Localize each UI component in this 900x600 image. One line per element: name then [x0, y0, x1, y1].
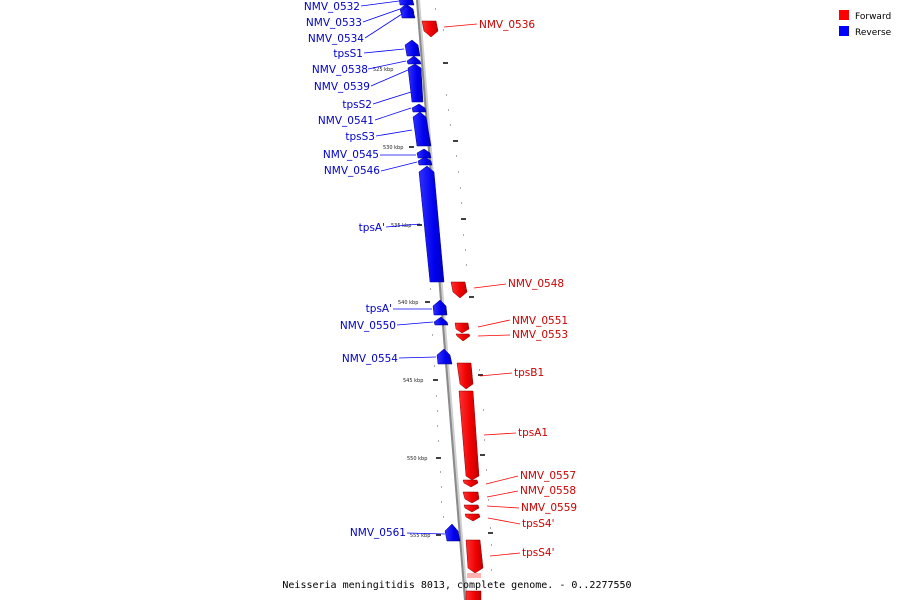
- reverse-labels: NMV_0532 NMV_0533 NMV_0534 tpsS1 NMV_053…: [304, 1, 406, 539]
- tick-label-545: 545 kbp: [403, 378, 423, 384]
- gene-label-nmv-0536[interactable]: NMV_0536: [479, 19, 535, 31]
- gene-nmv-0532-feature[interactable]: [399, 0, 415, 6]
- gene-label-nmv-0532[interactable]: NMV_0532: [304, 1, 360, 13]
- reverse-strand-genes: [399, 0, 461, 542]
- gene-label-nmv-0557[interactable]: NMV_0557: [520, 470, 576, 482]
- gene-label-tpss3[interactable]: tpsS3: [345, 131, 375, 143]
- legend-reverse-swatch: [839, 26, 849, 36]
- gene-nmv-0546-feature[interactable]: [417, 156, 433, 166]
- gene-tpss3-feature[interactable]: [412, 111, 432, 147]
- leader-lines: [360, 0, 521, 557]
- gene-tpsb1-feature[interactable]: [456, 362, 474, 390]
- tick-label-540: 540 kbp: [398, 300, 418, 306]
- forward-labels: NMV_0536 NMV_0548 NMV_0551 NMV_0553 tpsB…: [479, 19, 577, 559]
- gene-tpsa-prime-2-feature[interactable]: [432, 299, 448, 316]
- gene-tpsa-prime-1-feature[interactable]: [418, 165, 445, 283]
- forward-strand-genes: [421, 20, 484, 600]
- gene-label-nmv-0538[interactable]: NMV_0538: [312, 64, 368, 76]
- legend-forward-label: Forward: [855, 12, 891, 22]
- gene-nmv-0534-feature[interactable]: [400, 5, 416, 19]
- gene-nmv-0558-feature[interactable]: [462, 491, 480, 504]
- gene-label-nmv-0550[interactable]: NMV_0550: [340, 320, 396, 332]
- gene-nmv-0536-feature[interactable]: [421, 20, 439, 38]
- gene-nmv-0550-feature[interactable]: [433, 316, 449, 326]
- gene-label-nmv-0559[interactable]: NMV_0559: [521, 502, 577, 514]
- gene-nmv-0559-feature[interactable]: [463, 504, 480, 513]
- gene-label-nmv-0558[interactable]: NMV_0558: [520, 485, 576, 497]
- genome-backbone: [416, 0, 466, 600]
- gene-label-tpsb1[interactable]: tpsB1: [514, 367, 544, 379]
- genome-caption: Neisseria meningitidis 8013, complete ge…: [282, 580, 631, 591]
- gene-nmv-0545-feature[interactable]: [416, 148, 432, 159]
- gene-label-tpsa-prime-1[interactable]: tpsA': [359, 222, 385, 234]
- gene-nmv-0538-feature[interactable]: [406, 55, 422, 65]
- gene-label-tpss4-prime-1[interactable]: tpsS4': [522, 518, 554, 530]
- gene-nmv-0554-feature[interactable]: [436, 348, 453, 365]
- gene-nmv-0539-feature[interactable]: [407, 63, 424, 103]
- gene-tpss2-feature[interactable]: [411, 103, 427, 113]
- gene-tpss4-prime-1-feature[interactable]: [464, 513, 481, 522]
- gene-label-nmv-0554[interactable]: NMV_0554: [342, 353, 398, 365]
- gene-label-nmv-0545[interactable]: NMV_0545: [323, 149, 379, 161]
- gene-nmv-0551-feature[interactable]: [454, 322, 470, 334]
- legend-reverse-label: Reverse: [855, 28, 892, 38]
- gene-nmv-0548-feature[interactable]: [450, 281, 468, 299]
- gene-label-nmv-0534[interactable]: NMV_0534: [308, 33, 364, 45]
- gene-tpss4-prime-2-feature[interactable]: [465, 539, 484, 574]
- gene-label-tpsa-prime-2[interactable]: tpsA': [366, 303, 392, 315]
- tick-label-530: 530 kbp: [383, 145, 403, 151]
- gene-label-nmv-0551[interactable]: NMV_0551: [512, 315, 568, 327]
- gene-partial-feature[interactable]: [465, 590, 482, 600]
- gene-tpss1-feature[interactable]: [404, 39, 421, 57]
- gene-label-tpss4-prime-2[interactable]: tpsS4': [522, 547, 554, 559]
- gene-label-tpss1[interactable]: tpsS1: [333, 48, 363, 60]
- tick-label-525: 525 kbp: [373, 67, 393, 73]
- gene-nmv-0553-feature[interactable]: [455, 333, 471, 342]
- gene-label-tpss2[interactable]: tpsS2: [342, 99, 372, 111]
- legend: Forward Reverse: [839, 10, 892, 38]
- gene-nmv-0557-feature[interactable]: [462, 479, 479, 488]
- gene-label-nmv-0541[interactable]: NMV_0541: [318, 115, 374, 127]
- gene-shadow: [467, 573, 481, 578]
- legend-forward-swatch: [839, 10, 849, 20]
- gene-label-nmv-0561[interactable]: NMV_0561: [350, 527, 406, 539]
- gene-label-nmv-0546[interactable]: NMV_0546: [324, 165, 380, 177]
- tick-label-550: 550 kbp: [407, 456, 427, 462]
- gene-nmv-0561-feature[interactable]: [444, 523, 461, 542]
- gene-tpsa1-feature[interactable]: [458, 390, 480, 481]
- gene-label-tpsa1[interactable]: tpsA1: [518, 427, 548, 439]
- gene-label-nmv-0553[interactable]: NMV_0553: [512, 329, 568, 341]
- gene-label-nmv-0548[interactable]: NMV_0548: [508, 278, 564, 290]
- tick-label-555: 555 kbp: [410, 533, 430, 539]
- gene-label-nmv-0533[interactable]: NMV_0533: [306, 17, 362, 29]
- gene-label-nmv-0539[interactable]: NMV_0539: [314, 81, 370, 93]
